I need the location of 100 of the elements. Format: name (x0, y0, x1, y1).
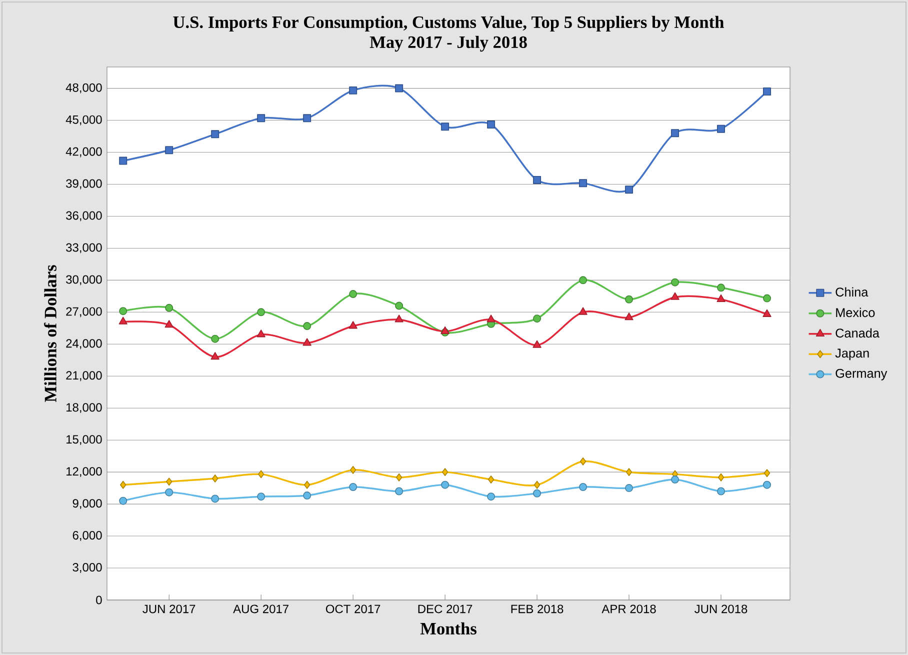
y-tick-label: 48,000 (66, 83, 102, 94)
y-tick-label: 21,000 (66, 371, 102, 382)
point (532, 340, 542, 348)
legend-label: Mexico (836, 308, 875, 318)
legend-label: Canada (836, 328, 880, 338)
point (349, 86, 358, 94)
legend-label: Germany (836, 368, 888, 380)
y-tick-label: 15,000 (66, 435, 102, 446)
y-tick-label: 45,000 (66, 115, 102, 126)
point (211, 130, 220, 138)
x-tick-label: OCT 2017 (326, 604, 380, 614)
point (624, 312, 634, 320)
point (257, 114, 266, 122)
point (395, 487, 404, 496)
point (165, 304, 174, 312)
point (441, 480, 450, 489)
y-tick-label: 6,000 (72, 531, 102, 541)
point (304, 480, 310, 489)
point (716, 294, 726, 302)
point (763, 294, 772, 302)
point (717, 487, 726, 496)
y-tick-label: 12,000 (66, 467, 102, 478)
point (303, 114, 312, 122)
y-tick-label: 3,000 (72, 563, 102, 573)
y-tick-label: 30,000 (66, 275, 102, 286)
point (764, 469, 770, 478)
y-tick-label: 39,000 (66, 179, 102, 190)
x-tick-label: FEB 2018 (511, 604, 564, 614)
point (487, 492, 496, 501)
point (534, 480, 540, 489)
x-tick-label: AUG 2017 (233, 604, 288, 614)
point (533, 176, 542, 184)
point (119, 496, 128, 505)
x-tick-label: JUN 2017 (142, 604, 196, 614)
point (120, 480, 126, 489)
point (256, 330, 266, 338)
point (670, 292, 680, 300)
point (579, 179, 588, 188)
point (349, 290, 358, 298)
point (441, 122, 450, 131)
point (533, 314, 542, 323)
point (349, 482, 358, 491)
point (625, 186, 634, 194)
point (626, 468, 632, 476)
point (257, 308, 266, 316)
point (717, 124, 726, 133)
x-tick-label: JUN 2018 (694, 604, 748, 614)
point (396, 473, 402, 482)
point (165, 146, 174, 154)
point (350, 466, 356, 474)
point (579, 276, 588, 284)
legend-label: China (836, 287, 868, 297)
point (303, 492, 312, 500)
y-tick-label: 9,000 (72, 499, 102, 509)
point (164, 320, 174, 328)
point (303, 322, 312, 330)
point (580, 457, 586, 466)
point (258, 470, 264, 478)
point (486, 314, 496, 322)
point (671, 476, 680, 484)
point (671, 129, 680, 138)
point (717, 284, 726, 292)
y-tick-label: 0 (96, 596, 102, 604)
point (763, 480, 772, 489)
point (210, 352, 220, 360)
point (119, 307, 128, 316)
point (118, 316, 128, 324)
point (625, 295, 634, 304)
point (394, 314, 404, 322)
y-tick-label: 24,000 (66, 339, 102, 350)
point (671, 278, 680, 286)
x-tick-label: APR 2018 (602, 604, 656, 614)
y-axis-title: Millions of Dollars (44, 265, 56, 402)
point (718, 473, 724, 482)
point (487, 120, 496, 129)
point (762, 309, 772, 317)
chart-subtitle: May 2017 - July 2018 (370, 36, 527, 52)
point (763, 88, 772, 96)
point (165, 488, 174, 496)
point (442, 468, 448, 476)
y-tick-label: 36,000 (66, 211, 102, 222)
point (488, 476, 494, 484)
point (166, 478, 172, 486)
y-tick-label: 33,000 (66, 243, 102, 254)
legend-label: Japan (835, 348, 869, 360)
point (211, 494, 220, 503)
point (533, 489, 542, 498)
point (578, 307, 588, 315)
point (395, 302, 404, 310)
y-tick-label: 42,000 (66, 147, 102, 158)
point (211, 334, 220, 343)
x-axis-title: Months (420, 622, 476, 635)
y-tick-label: 18,000 (66, 403, 102, 414)
point (625, 484, 634, 492)
point (395, 84, 404, 92)
y-tick-label: 27,000 (66, 307, 102, 318)
point (212, 474, 218, 482)
point (579, 482, 588, 491)
point (302, 338, 312, 346)
point (348, 321, 358, 329)
